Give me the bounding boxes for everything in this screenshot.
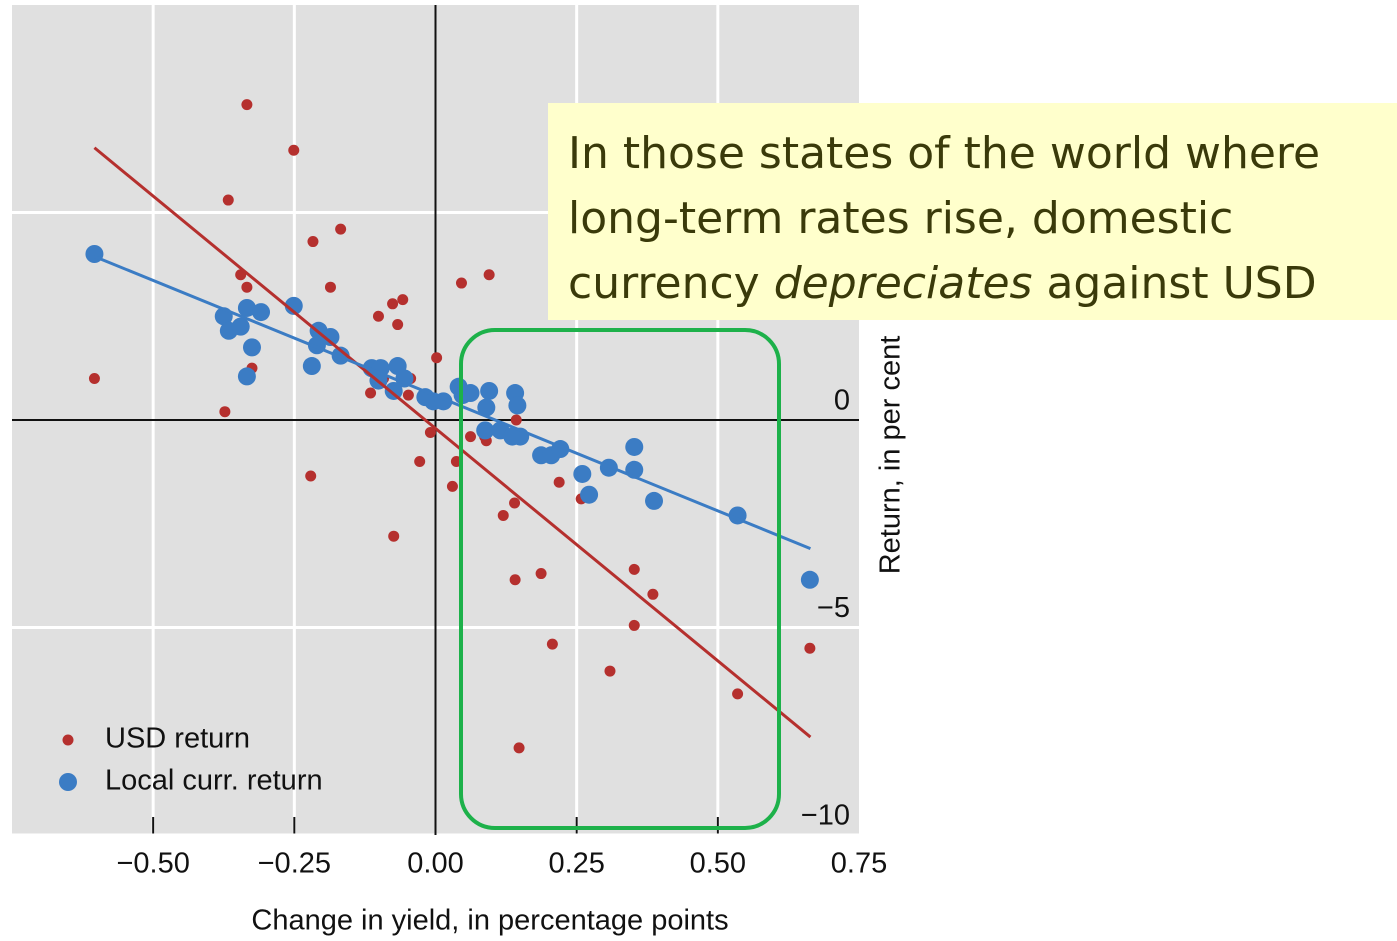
point [455, 277, 467, 289]
point [384, 381, 403, 400]
point [307, 236, 319, 248]
point [732, 688, 744, 700]
point [237, 298, 256, 317]
point [604, 665, 616, 677]
point [480, 381, 499, 400]
point [628, 563, 640, 575]
point [237, 367, 256, 386]
annotation-emphasis: depreciates [773, 258, 1033, 309]
point [241, 99, 253, 111]
point [392, 319, 404, 331]
point [800, 570, 819, 589]
highlight-box [459, 328, 781, 830]
point [321, 328, 340, 346]
x-axis-label: Change in yield, in percentage points [251, 905, 728, 937]
trend-line [93, 146, 812, 739]
point [387, 298, 399, 310]
point [535, 568, 547, 580]
point [553, 476, 565, 488]
point [324, 281, 336, 293]
y-axis-label: Return, in per cent [875, 336, 907, 575]
point [465, 431, 477, 443]
point [497, 509, 509, 521]
point [510, 414, 522, 426]
point [509, 497, 521, 509]
point [252, 303, 271, 322]
point [461, 384, 480, 403]
point [645, 491, 664, 510]
annotation: In those states of the world where long-… [548, 103, 1397, 320]
point [625, 437, 644, 456]
annotation-line: In those states of the world where [568, 128, 1321, 179]
y-tick-label: 0 [834, 385, 850, 417]
point [397, 294, 409, 306]
y-tick-label: −5 [817, 592, 850, 624]
y-tick-label: −10 [801, 800, 850, 832]
point [395, 369, 414, 388]
point [335, 223, 347, 235]
point [580, 485, 599, 504]
point [241, 281, 253, 293]
point [477, 398, 496, 417]
point [446, 480, 458, 492]
point [804, 642, 816, 654]
legend-marker [62, 734, 74, 746]
x-tick-label: −0.25 [258, 848, 331, 880]
point [231, 317, 250, 336]
x-tick-label: −0.50 [116, 848, 189, 880]
point [431, 352, 443, 364]
point [372, 310, 384, 322]
trend-line [93, 255, 812, 551]
point [305, 470, 317, 482]
point [302, 357, 321, 376]
point [222, 194, 234, 206]
point [628, 619, 640, 631]
legend-label: USD return [105, 723, 250, 755]
x-tick-label: 0.75 [831, 848, 887, 880]
point [414, 456, 426, 467]
point [546, 638, 558, 650]
point [88, 373, 100, 384]
point [288, 144, 300, 156]
point [242, 338, 261, 357]
point [388, 530, 400, 542]
point [365, 387, 377, 399]
annotation-text: currency [568, 258, 760, 309]
point [509, 574, 521, 586]
point [513, 742, 525, 754]
point [508, 396, 527, 415]
legend-label: Local curr. return [105, 765, 323, 797]
point [573, 464, 592, 483]
annotation-line: currency depreciates against USD [568, 251, 1397, 316]
point [219, 406, 231, 418]
point [284, 296, 303, 315]
point [402, 389, 414, 401]
x-tick-label: 0.50 [690, 848, 746, 880]
point [483, 269, 495, 281]
x-tick-label: 0.25 [548, 848, 604, 880]
legend-marker [59, 773, 77, 791]
annotation-line: long-term rates rise, domestic [568, 193, 1234, 244]
point [647, 588, 659, 600]
x-tick-label: 0.00 [407, 848, 463, 880]
annotation-text: against USD [1046, 258, 1317, 309]
point [424, 426, 436, 438]
point [476, 421, 495, 440]
